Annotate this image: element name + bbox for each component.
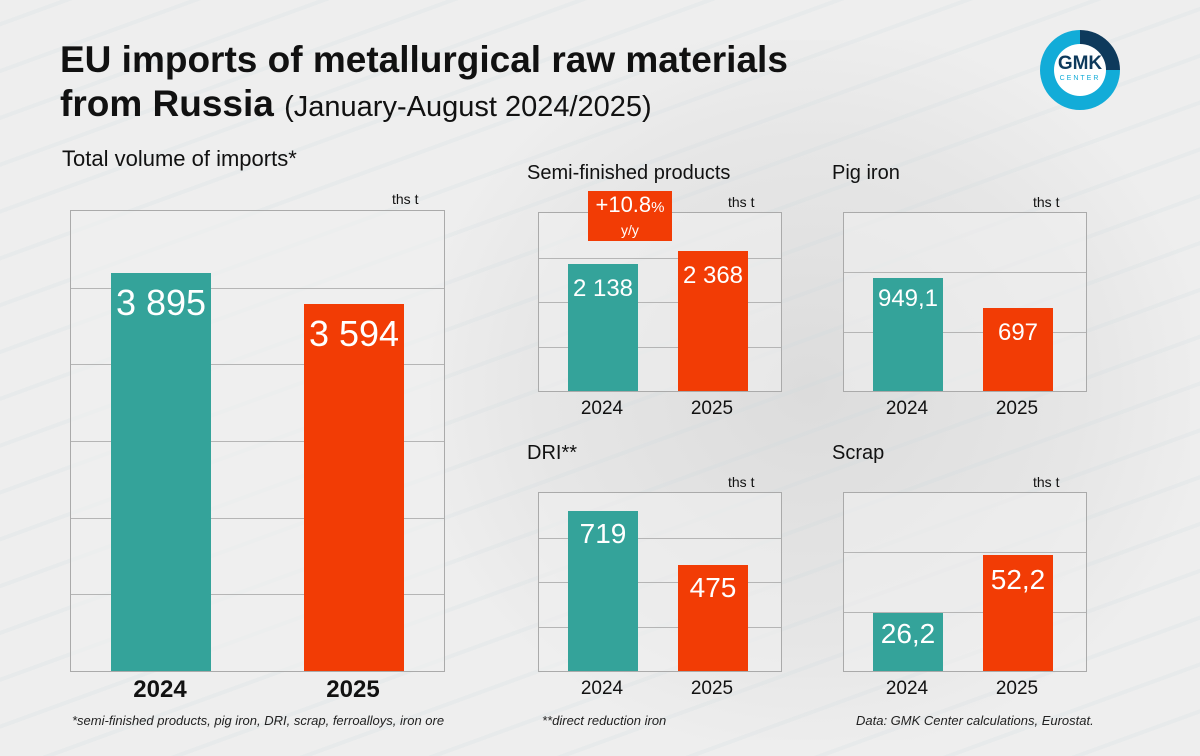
- source-note: Data: GMK Center calculations, Eurostat.: [856, 713, 1094, 728]
- unit-label: ths t: [392, 191, 419, 207]
- chart-plot-area: 26,2 52,2: [843, 492, 1087, 672]
- bar-2025: 52,2: [983, 554, 1053, 671]
- bar-2024: 719: [568, 511, 638, 671]
- chart-plot-area: 719 475: [538, 492, 782, 672]
- bar-2024: 3 895: [111, 272, 211, 671]
- footnote-total: *semi-finished products, pig iron, DRI, …: [72, 713, 445, 728]
- data-label: 697: [997, 319, 1039, 347]
- bar-2025: 697: [983, 308, 1053, 391]
- x-tick-label: 2024: [885, 398, 929, 419]
- badge-unit: %: [651, 199, 665, 216]
- x-tick-label: 2025: [690, 678, 734, 699]
- bar-2025: 3 594: [304, 303, 404, 671]
- gridline: [539, 582, 781, 583]
- chart-plot-area: 3 895 3 594: [70, 210, 445, 672]
- chart-plot-area: 949,1 697: [843, 212, 1087, 392]
- x-tick-label: 2024: [580, 398, 624, 419]
- x-tick-label: 2024: [133, 676, 187, 703]
- page-title: EU imports of metallurgical raw material…: [60, 38, 1020, 129]
- badge-value: +10.8: [595, 192, 652, 217]
- data-label: 475: [689, 572, 737, 604]
- logo-text: GMK: [1057, 53, 1103, 74]
- data-label: 3 594: [308, 312, 400, 354]
- logo-subtext: CENTER: [1059, 75, 1101, 82]
- gridline: [539, 626, 781, 628]
- growth-badge: +10.8% y/y: [588, 191, 672, 241]
- gridline: [71, 441, 444, 442]
- bar-2025: 2 368: [678, 250, 748, 391]
- gridline: [539, 537, 781, 539]
- unit-label: ths t: [1033, 474, 1060, 490]
- x-tick-label: 2025: [326, 676, 380, 703]
- chart-title: Pig iron: [832, 162, 900, 184]
- bar-2025: 475: [678, 565, 748, 671]
- chart-title: Semi-finished products: [527, 162, 731, 184]
- x-tick-label: 2025: [995, 398, 1039, 419]
- gridline: [71, 364, 444, 366]
- gridline: [71, 287, 444, 289]
- bar-2024: 26,2: [873, 612, 943, 671]
- gridline: [71, 594, 444, 596]
- gridline: [844, 331, 1086, 333]
- chart-title: DRI**: [527, 442, 578, 464]
- gridline: [844, 272, 1086, 274]
- chart-plot-area: 2 138 2 368: [538, 212, 782, 392]
- bar-2024: 949,1: [873, 278, 943, 391]
- footnote-dri: **direct reduction iron: [542, 713, 667, 728]
- gridline: [71, 517, 444, 519]
- unit-label: ths t: [728, 474, 755, 490]
- title-line1: EU imports of metallurgical raw material…: [60, 39, 788, 80]
- data-label: 949,1: [877, 285, 939, 313]
- unit-label: ths t: [1033, 194, 1060, 210]
- chart-title: Scrap: [832, 442, 885, 464]
- data-label: 2 368: [682, 261, 744, 289]
- chart-title: Total volume of imports*: [62, 146, 297, 171]
- gridline: [539, 302, 781, 303]
- x-tick-label: 2025: [690, 398, 734, 419]
- data-label: 26,2: [880, 617, 936, 649]
- badge-sub: y/y: [621, 222, 639, 238]
- gridline: [844, 611, 1086, 613]
- x-tick-label: 2025: [995, 678, 1039, 699]
- gridline: [539, 257, 781, 259]
- title-period: (January-August 2024/2025): [284, 91, 652, 123]
- x-tick-label: 2024: [885, 678, 929, 699]
- data-label: 3 895: [115, 281, 207, 323]
- gmk-center-logo: GMK CENTER: [1040, 30, 1120, 110]
- x-tick-label: 2024: [580, 678, 624, 699]
- gridline: [539, 346, 781, 348]
- unit-label: ths t: [728, 194, 755, 210]
- title-line2: from Russia: [60, 83, 274, 124]
- data-label: 2 138: [572, 275, 634, 303]
- gridline: [844, 552, 1086, 554]
- data-label: 52,2: [990, 563, 1046, 595]
- data-label: 719: [579, 518, 627, 550]
- bar-2024: 2 138: [568, 264, 638, 391]
